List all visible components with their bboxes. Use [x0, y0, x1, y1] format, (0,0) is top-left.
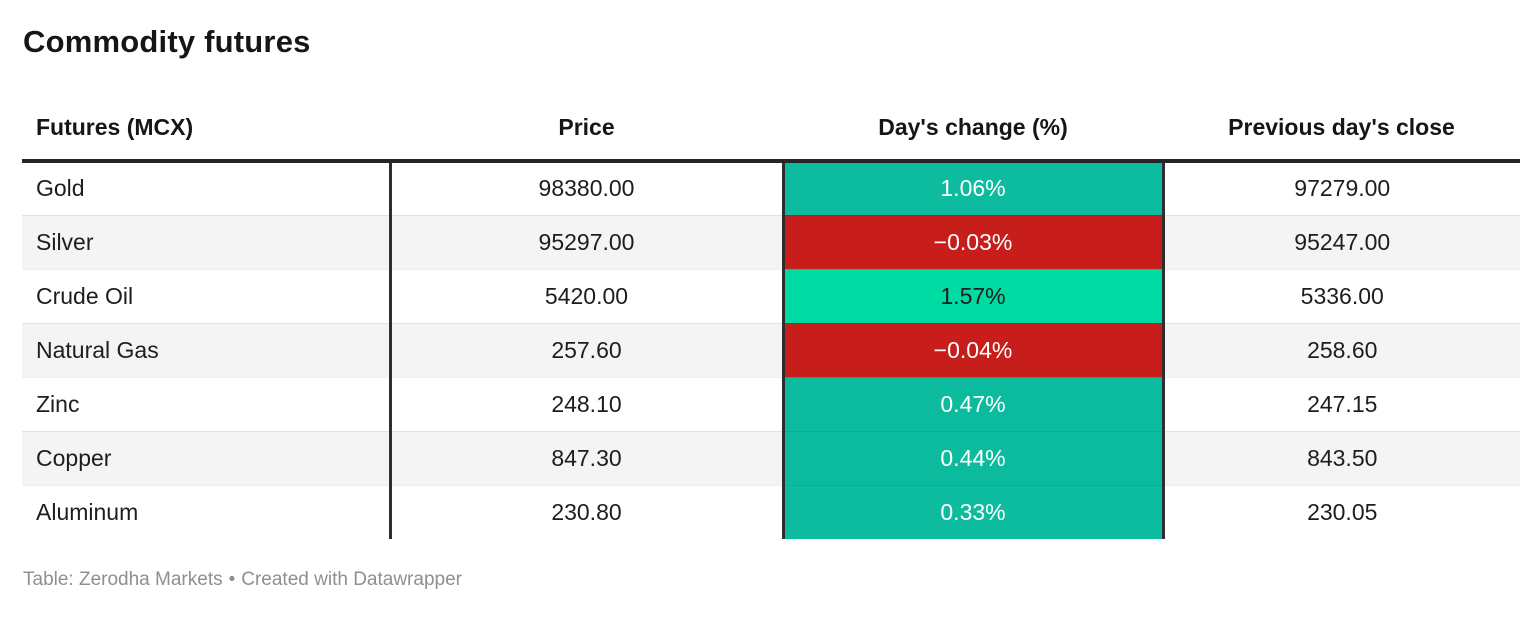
table-row-zinc: Zinc 248.10 0.47% 247.15: [22, 376, 1520, 431]
futures-name-cell: Silver: [22, 214, 390, 269]
futures-name-cell: Aluminum: [22, 484, 390, 539]
price-cell: 5420.00: [388, 268, 783, 323]
days-change-cell: 1.06%: [781, 161, 1165, 215]
column-header-days-change: Day's change (%): [783, 106, 1163, 163]
futures-name-cell: Gold: [36, 175, 85, 202]
commodity-futures-table: Futures (MCX) Price Day's change (%) Pre…: [22, 106, 1520, 539]
days-change-cell: −0.03%: [781, 214, 1165, 269]
table-row-silver: Silver 95297.00 −0.03% 95247.00: [22, 214, 1520, 269]
previous-close-cell: 5336.00: [1163, 268, 1520, 323]
datawrapper-attribution-link[interactable]: Created with Datawrapper: [241, 569, 462, 590]
column-header-previous-close: Previous day's close: [1163, 106, 1520, 163]
days-change-cell: 0.44%: [781, 430, 1165, 485]
table-footer: Table: Zerodha Markets • Created with Data…: [23, 569, 1540, 591]
price-cell: 230.80: [388, 484, 783, 539]
page-title: Commodity futures: [23, 24, 311, 59]
previous-close-cell: 230.05: [1163, 484, 1520, 539]
table-header: Futures (MCX) Price Day's change (%) Pre…: [22, 106, 1520, 163]
price-cell: 95297.00: [388, 214, 783, 269]
column-header-price: Price: [390, 106, 783, 163]
futures-name-cell: Zinc: [22, 376, 390, 431]
footer-separator: •: [228, 569, 236, 590]
days-change-cell: −0.04%: [781, 322, 1165, 377]
price-cell: 98380.00: [388, 161, 783, 215]
table-row-natural-gas: Natural Gas 257.60 −0.04% 258.60: [22, 322, 1520, 377]
source-credit: Table: Zerodha Markets: [23, 569, 223, 590]
futures-name-cell: Crude Oil: [22, 268, 390, 323]
previous-close-cell: 843.50: [1163, 430, 1520, 485]
days-change-cell: 0.47%: [781, 376, 1165, 431]
column-header-futures: Futures (MCX): [22, 106, 390, 163]
table-row-crude-oil: Crude Oil 5420.00 1.57% 5336.00: [22, 268, 1520, 323]
table-row-aluminum: Aluminum 230.80 0.33% 230.05: [22, 484, 1520, 539]
previous-close-cell: 95247.00: [1163, 214, 1520, 269]
futures-name-cell: Natural Gas: [22, 322, 390, 377]
futures-name-cell: Copper: [22, 430, 390, 485]
previous-close-cell: 258.60: [1163, 322, 1520, 377]
table-row-copper: Copper 847.30 0.44% 843.50: [22, 430, 1520, 485]
price-cell: 248.10: [388, 376, 783, 431]
days-change-cell: 0.33%: [781, 484, 1165, 539]
table-row-gold: Gold 98380.00 1.06% 97279.00: [22, 161, 1520, 215]
previous-close-cell: 247.15: [1163, 376, 1520, 431]
price-cell: 847.30: [388, 430, 783, 485]
previous-close-cell: 97279.00: [1294, 175, 1391, 202]
days-change-cell: 1.57%: [781, 268, 1165, 323]
price-cell: 257.60: [388, 322, 783, 377]
